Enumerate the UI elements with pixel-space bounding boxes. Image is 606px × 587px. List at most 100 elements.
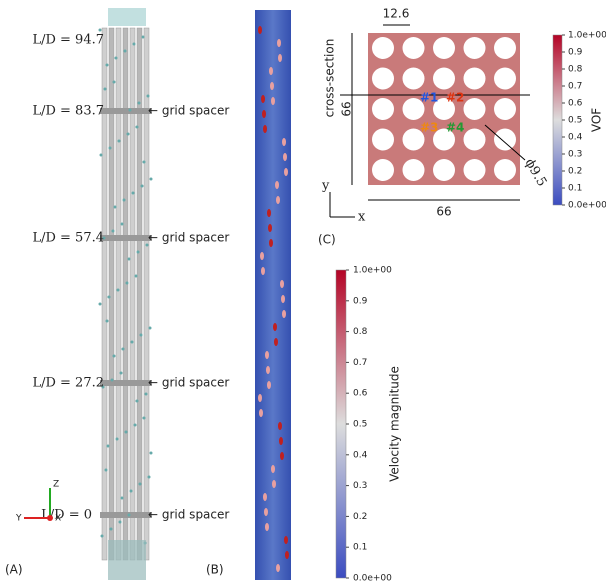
droplet: [113, 355, 116, 358]
colorbar-tick-label: 0.5: [568, 116, 582, 126]
droplet: [148, 476, 151, 479]
droplet: [110, 528, 113, 531]
spacer-label: ← grid spacer: [148, 231, 229, 245]
figure: (A) L/D = 94.7 L/D = 83.7 L/D = 57.4 L/D…: [0, 0, 606, 587]
spot: [275, 181, 279, 189]
spot: [260, 252, 264, 260]
colorbar-tick-label: 1.0e+00: [353, 266, 392, 276]
rod-hole: [433, 68, 455, 90]
droplet: [138, 102, 141, 105]
spacer-label: ← grid spacer: [148, 104, 229, 118]
outlet: [108, 8, 146, 26]
spot: [267, 209, 271, 217]
rod: [116, 28, 121, 560]
spacer: [100, 108, 152, 114]
rod: [123, 28, 128, 560]
panel-label: (A): [5, 563, 23, 577]
droplet: [130, 490, 133, 493]
droplet: [145, 393, 148, 396]
panel-label: (C): [318, 233, 336, 247]
dim-label: 66: [340, 101, 354, 116]
droplet: [99, 29, 102, 32]
rod-hole: [403, 37, 425, 59]
colorbar-tick-label: 0.4: [353, 450, 368, 460]
axis-label: y: [321, 179, 330, 194]
panel-label: (B): [206, 563, 224, 577]
spot: [283, 153, 287, 161]
droplet: [112, 230, 115, 233]
spot: [281, 295, 285, 303]
spot: [261, 267, 265, 275]
droplet: [136, 400, 139, 403]
spot: [279, 437, 283, 445]
droplet: [101, 535, 104, 538]
rod-hole: [464, 159, 486, 181]
droplet: [119, 521, 122, 524]
droplet: [140, 334, 143, 337]
dim-label: 66: [436, 205, 451, 219]
colorbar-tick-label: 0.7: [353, 358, 367, 368]
droplet: [106, 64, 109, 67]
droplet: [143, 417, 146, 420]
colorbar-tick-label: 1.0e+00: [568, 31, 606, 41]
spot: [285, 551, 289, 559]
droplet: [137, 251, 140, 254]
droplet: [115, 57, 118, 60]
rod-hole: [494, 68, 516, 90]
marker: #4: [446, 121, 464, 135]
rod: [137, 28, 142, 560]
droplet: [106, 320, 109, 323]
colorbar-title: VOF: [590, 108, 604, 132]
spot: [280, 452, 284, 460]
axis-label: x: [358, 210, 366, 225]
spot: [276, 196, 280, 204]
droplet: [131, 341, 134, 344]
spacer-label: ← grid spacer: [148, 376, 229, 390]
droplet: [121, 223, 124, 226]
colorbar-tick-label: 0.2: [568, 167, 582, 177]
rod-hole: [494, 159, 516, 181]
droplet: [150, 178, 153, 181]
droplet: [114, 206, 117, 209]
colorbar-tick-label: 0.5: [353, 420, 367, 430]
droplet: [129, 109, 132, 112]
colorbar-tick-label: 0.0e+00: [568, 201, 606, 211]
droplet: [124, 50, 127, 53]
spot: [276, 564, 280, 572]
spot: [273, 323, 277, 331]
rod: [130, 28, 135, 560]
droplet: [133, 43, 136, 46]
dim-label: ϕ9.5: [522, 156, 550, 189]
spot: [274, 338, 278, 346]
droplet: [128, 258, 131, 261]
droplet: [126, 282, 129, 285]
droplet: [99, 303, 102, 306]
spot: [272, 480, 276, 488]
droplet: [120, 372, 123, 375]
colorbar-tick-label: 0.8: [568, 65, 583, 75]
spot: [259, 409, 263, 417]
droplet: [125, 431, 128, 434]
spot: [282, 310, 286, 318]
droplet: [127, 133, 130, 136]
spot: [266, 366, 270, 374]
rod-hole: [372, 159, 394, 181]
colorbar-tick-label: 0.7: [568, 82, 582, 92]
spot: [278, 54, 282, 62]
spacer-label: ← grid spacer: [148, 508, 229, 522]
dim-label: 12.6: [383, 7, 410, 21]
droplet: [134, 424, 137, 427]
droplet: [141, 185, 144, 188]
droplet: [123, 199, 126, 202]
spot: [284, 536, 288, 544]
spot: [277, 39, 281, 47]
inlet: [108, 540, 146, 580]
colorbar-tick-label: 0.3: [353, 481, 367, 491]
rod-hole: [464, 68, 486, 90]
droplet: [121, 497, 124, 500]
colorbar-tick-label: 0.6: [568, 99, 583, 109]
rod: [109, 28, 114, 560]
colorbar-title: Velocity magnitude: [388, 366, 402, 482]
spot: [270, 82, 274, 90]
droplet: [116, 438, 119, 441]
